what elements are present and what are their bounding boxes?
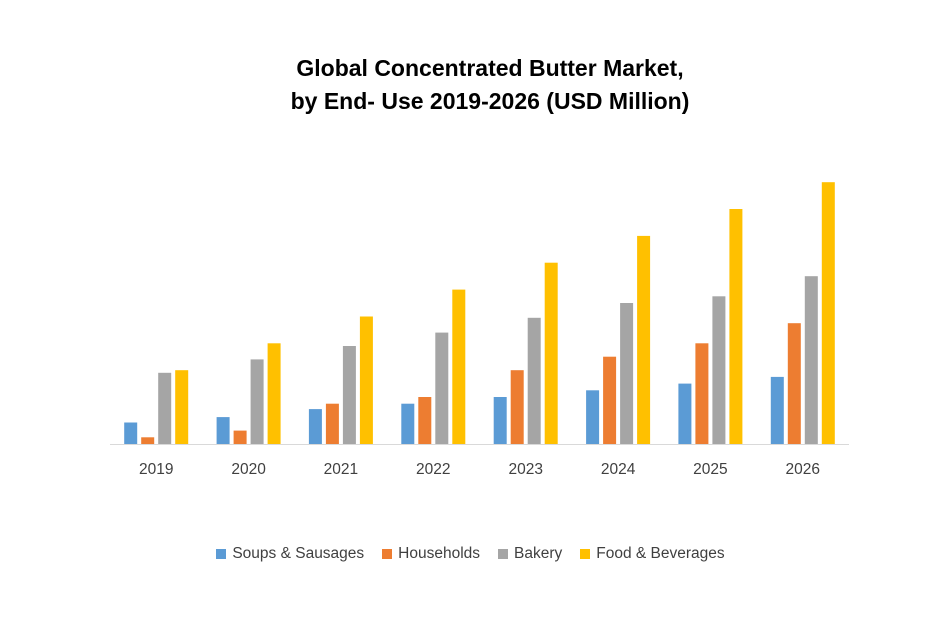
bar-2023-households — [510, 370, 524, 444]
x-tick-label-2022: 2022 — [416, 461, 450, 478]
bars-group — [124, 182, 835, 444]
bar-2025-bakery — [712, 296, 726, 444]
legend-item-food-beverages: Food & Beverages — [580, 545, 725, 563]
bar-2026-households — [787, 323, 801, 444]
bar-2019-food-beverages — [175, 370, 189, 444]
legend-swatch — [382, 549, 393, 559]
bar-2025-food-beverages — [729, 209, 743, 444]
x-tick-label-2019: 2019 — [139, 461, 173, 478]
bar-2022-soups-sausages — [401, 403, 415, 444]
bar-2020-bakery — [250, 359, 264, 444]
bar-2019-bakery — [158, 372, 172, 444]
legend: Soups & Sausages Households Bakery Food & B… — [0, 545, 941, 563]
bar-2026-food-beverages — [821, 182, 835, 444]
bar-2020-households — [233, 430, 247, 444]
x-tick-label-2024: 2024 — [601, 461, 636, 478]
bar-2019-households — [141, 437, 155, 444]
bar-2022-bakery — [435, 332, 449, 444]
bar-2019-soups-sausages — [124, 422, 138, 444]
x-tick-label-2025: 2025 — [693, 461, 727, 478]
bar-2024-households — [603, 356, 617, 444]
x-tick-label-2021: 2021 — [324, 461, 358, 478]
legend-swatch — [580, 549, 591, 559]
bar-2025-soups-sausages — [678, 383, 692, 444]
bar-2020-soups-sausages — [216, 417, 230, 444]
chart-title-line1: Global Concentrated Butter Market, — [296, 55, 684, 81]
bar-2022-food-beverages — [452, 289, 466, 444]
bar-2021-soups-sausages — [308, 409, 322, 444]
bar-2026-bakery — [804, 276, 818, 444]
bar-2023-bakery — [527, 317, 541, 444]
x-tick-labels: 2019 2020 2021 2022 2023 2024 2025 2026 — [139, 461, 820, 478]
chart-title: Global Concentrated Butter Market, by En… — [180, 52, 800, 118]
legend-item-bakery: Bakery — [498, 545, 562, 563]
bar-2021-food-beverages — [359, 316, 373, 444]
x-tick-label-2020: 2020 — [231, 461, 266, 478]
legend-item-households: Households — [382, 545, 480, 563]
bar-2020-food-beverages — [267, 343, 281, 444]
bar-2026-soups-sausages — [770, 376, 784, 444]
chart-title-line2: by End- Use 2019-2026 (USD Million) — [290, 88, 690, 114]
legend-item-soups-sausages: Soups & Sausages — [216, 545, 364, 563]
x-tick-label-2023: 2023 — [508, 461, 542, 478]
x-tick-label-2026: 2026 — [786, 461, 820, 478]
bar-2023-soups-sausages — [493, 397, 507, 444]
bar-2024-soups-sausages — [586, 390, 600, 444]
legend-swatch — [216, 549, 227, 559]
legend-label: Food & Beverages — [596, 545, 725, 562]
bar-2025-households — [695, 343, 709, 444]
legend-label: Soups & Sausages — [232, 545, 365, 562]
bar-2023-food-beverages — [544, 262, 558, 444]
bar-2021-households — [325, 403, 339, 444]
bar-2024-food-beverages — [637, 235, 651, 444]
bar-2022-households — [418, 397, 432, 444]
legend-label: Households — [398, 545, 481, 562]
legend-label: Bakery — [514, 545, 563, 562]
legend-swatch — [498, 549, 509, 559]
bar-2021-bakery — [342, 346, 356, 444]
bar-2024-bakery — [620, 303, 634, 444]
